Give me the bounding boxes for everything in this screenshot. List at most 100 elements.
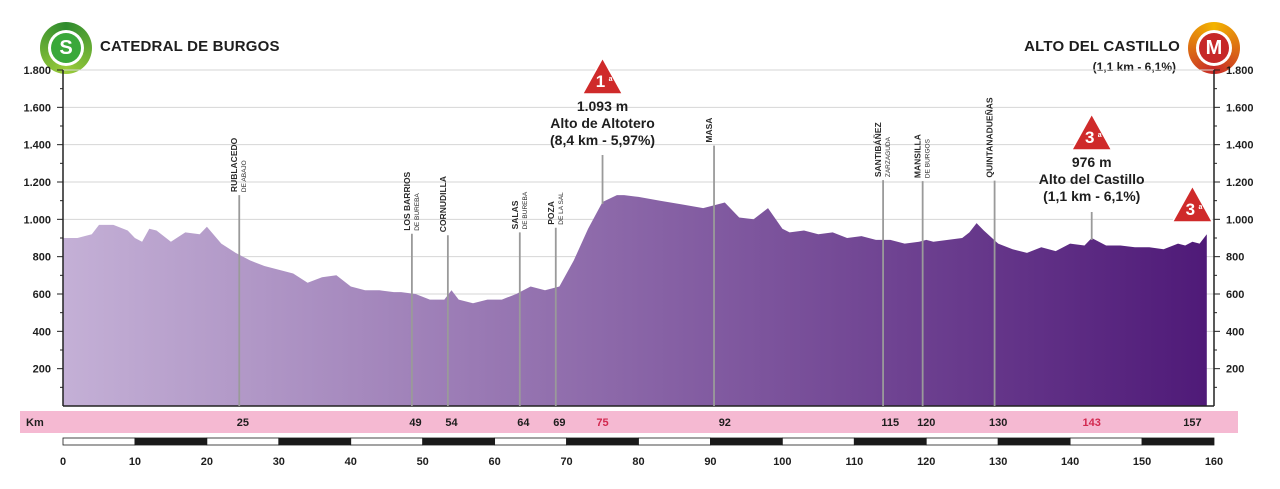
- km-marker-label: 75: [596, 417, 608, 429]
- climb-name: Alto del Castillo: [1039, 171, 1145, 187]
- distance-scale-segment: [853, 437, 927, 446]
- y-tick-label-right: 1.200: [1226, 177, 1254, 189]
- x-tick-label: 150: [1133, 456, 1151, 468]
- town-label: MASA: [704, 118, 714, 143]
- y-tick-label-left: 1.000: [23, 214, 51, 226]
- km-band-label: Km: [26, 417, 44, 429]
- climb-category-icon: [1070, 113, 1113, 151]
- distance-scale-segment: [1069, 437, 1143, 446]
- town-sublabel: DE LA SAL: [558, 192, 565, 225]
- y-tick-label-right: 800: [1226, 252, 1244, 264]
- km-marker-label: 64: [517, 417, 530, 429]
- town-label: POZA: [546, 201, 556, 225]
- y-tick-label-right: 1.800: [1226, 65, 1254, 77]
- town-sublabel: DE BUREBA: [522, 191, 529, 229]
- x-tick-label: 80: [632, 456, 644, 468]
- x-tick-label: 20: [201, 456, 213, 468]
- y-tick-label-left: 1.600: [23, 102, 51, 114]
- x-tick-label: 0: [60, 456, 66, 468]
- distance-scale-segment: [997, 437, 1071, 446]
- climb-category-number: 1: [596, 72, 605, 91]
- km-marker-label: 54: [445, 417, 458, 429]
- y-tick-label-right: 600: [1226, 289, 1244, 301]
- distance-scale-segment: [1141, 437, 1215, 446]
- distance-scale-segment: [278, 437, 352, 446]
- km-marker-label: 92: [719, 417, 731, 429]
- km-marker-label: 25: [237, 417, 249, 429]
- y-tick-label-left: 600: [33, 289, 51, 301]
- y-tick-label-left: 1.200: [23, 177, 51, 189]
- climb-category-suffix: a: [609, 76, 613, 83]
- finish-badge-letter: M: [1199, 33, 1229, 63]
- x-tick-label: 10: [129, 456, 141, 468]
- town-label: LOS BARRIOS: [402, 171, 412, 230]
- distance-scale-segment: [350, 437, 424, 446]
- start-badge-letter: S: [51, 33, 81, 63]
- climb-category-suffix: a: [1098, 132, 1102, 139]
- x-tick-label: 100: [773, 456, 791, 468]
- climb-category-suffix: a: [1198, 204, 1202, 211]
- town-sublabel: DE BUREBA: [414, 193, 421, 231]
- climb-category-number: 3: [1085, 128, 1094, 147]
- elevation-profile-area: [63, 195, 1207, 406]
- town-label: SANTIBÁÑEZ: [873, 122, 883, 177]
- start-name: CATEDRAL DE BURGOS: [100, 38, 280, 55]
- town-sublabel: DE BURGOS: [925, 138, 932, 178]
- x-tick-label: 50: [417, 456, 429, 468]
- km-marker-label: 49: [409, 417, 421, 429]
- x-tick-label: 120: [917, 456, 935, 468]
- y-tick-label-right: 200: [1226, 364, 1244, 376]
- town-label: CORNUDILLA: [438, 176, 448, 232]
- climb-detail: (1,1 km - 6,1%): [1043, 188, 1140, 204]
- town-label: RUBLACEDO: [229, 137, 239, 192]
- town-label: MANSILLA: [913, 134, 923, 178]
- distance-scale-segment: [638, 437, 711, 446]
- x-tick-label: 60: [489, 456, 501, 468]
- km-marker-label: 120: [917, 417, 935, 429]
- distance-scale-segment: [134, 437, 208, 446]
- climb-category-number: 3: [1186, 200, 1195, 219]
- town-sublabel: ZARZAGUDA: [885, 136, 892, 177]
- km-marker-label: 130: [989, 417, 1007, 429]
- climb-category-icon: [581, 57, 624, 95]
- y-tick-label-left: 400: [33, 326, 51, 338]
- distance-scale-segment: [710, 437, 783, 446]
- finish-name: ALTO DEL CASTILLO: [1024, 38, 1180, 55]
- climb-detail: (8,4 km - 5,97%): [550, 132, 655, 148]
- town-label: SALAS: [510, 200, 520, 229]
- start-badge: S: [40, 22, 92, 74]
- distance-scale-segment: [494, 437, 567, 446]
- x-tick-label: 30: [273, 456, 285, 468]
- y-tick-label-right: 1.600: [1226, 102, 1254, 114]
- town-sublabel: DE ABAJO: [241, 160, 248, 192]
- town-label: QUINTANADUEÑAS: [985, 97, 995, 177]
- y-tick-label-right: 1.000: [1226, 214, 1254, 226]
- y-tick-label-left: 800: [33, 252, 51, 264]
- climb-name: Alto de Altotero: [550, 115, 654, 131]
- km-marker-label: 115: [881, 417, 899, 429]
- x-tick-label: 140: [1061, 456, 1079, 468]
- y-tick-label-left: 1.800: [23, 65, 51, 77]
- distance-scale-segment: [781, 437, 855, 446]
- x-tick-label: 90: [704, 456, 716, 468]
- climb-elevation: 976 m: [1072, 154, 1112, 170]
- x-tick-label: 160: [1205, 456, 1223, 468]
- y-tick-label-left: 1.400: [23, 140, 51, 152]
- km-marker-label: 69: [553, 417, 565, 429]
- km-band: [20, 411, 1238, 433]
- x-tick-label: 130: [989, 456, 1007, 468]
- x-tick-label: 70: [560, 456, 572, 468]
- distance-scale-segment: [62, 437, 136, 446]
- climb-category-icon: [1171, 185, 1214, 223]
- distance-scale-segment: [925, 437, 999, 446]
- x-tick-label: 110: [845, 456, 863, 468]
- distance-scale-segment: [206, 437, 280, 446]
- climb-elevation: 1.093 m: [577, 98, 628, 114]
- y-tick-label-right: 400: [1226, 326, 1244, 338]
- distance-scale-segment: [566, 437, 639, 446]
- km-marker-label: 143: [1083, 417, 1101, 429]
- km-marker-label: 157: [1183, 417, 1201, 429]
- distance-scale-segment: [422, 437, 496, 446]
- x-tick-label: 40: [345, 456, 357, 468]
